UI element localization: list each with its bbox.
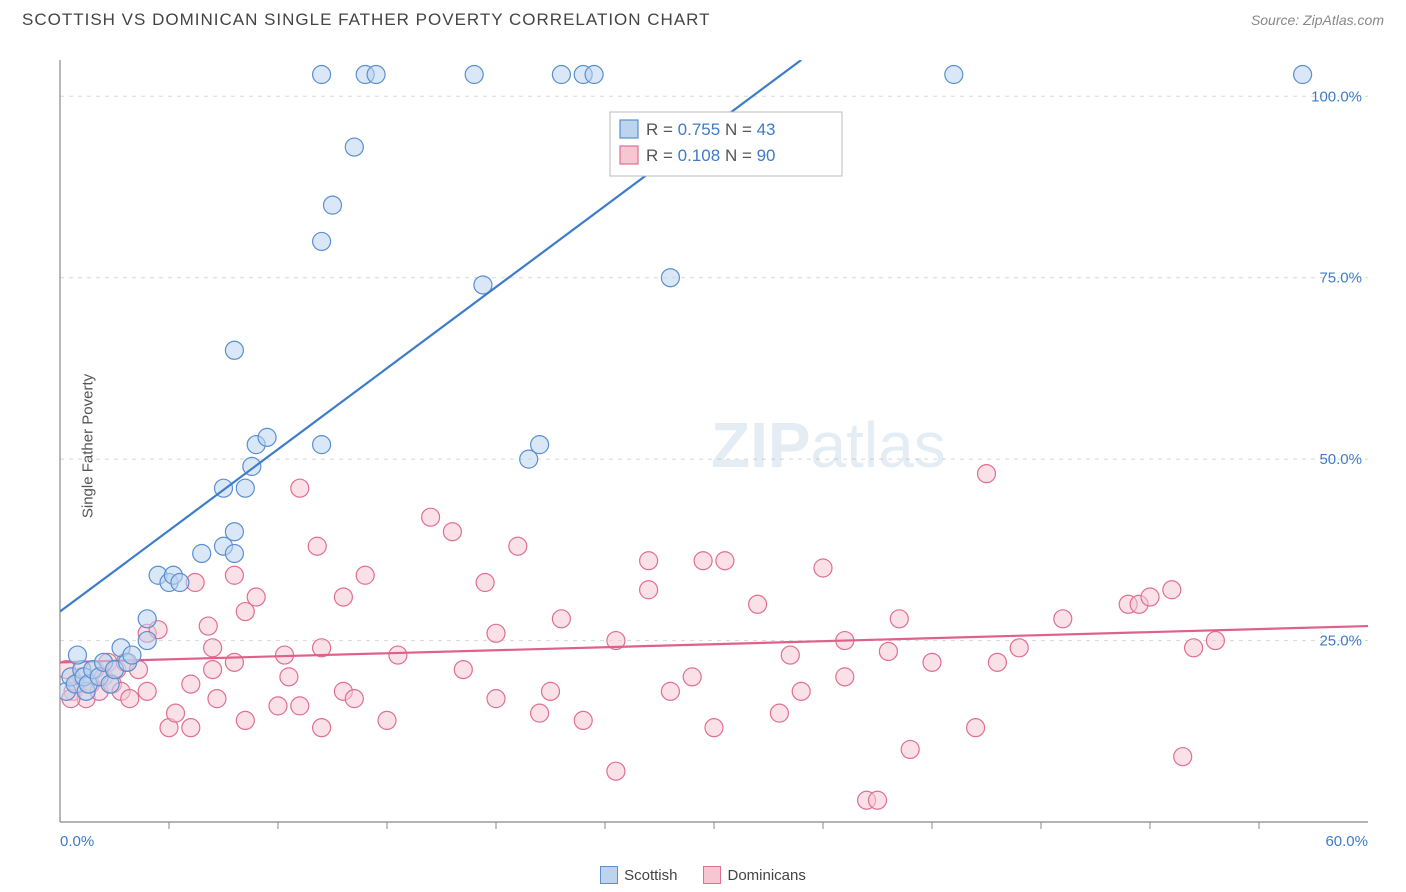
svg-text:100.0%: 100.0%	[1311, 88, 1362, 105]
svg-text:R = 0.108 N = 90: R = 0.108 N = 90	[646, 146, 776, 165]
svg-text:50.0%: 50.0%	[1319, 451, 1362, 468]
svg-text:ZIPatlas: ZIPatlas	[711, 409, 946, 481]
scatter-chart: 0.0% 60.0% 25.0% 50.0% 75.0% 100.0% ZIPatlas R …	[50, 50, 1392, 852]
source-text: Source: ZipAtlas.com	[1251, 12, 1384, 28]
legend-item: Dominicans	[703, 866, 805, 884]
legend-swatch	[703, 866, 721, 884]
svg-text:60.0%: 60.0%	[1325, 833, 1368, 850]
legend-label: Scottish	[624, 867, 677, 884]
legend-label: Dominicans	[727, 867, 805, 884]
source-prefix: Source:	[1251, 12, 1303, 28]
svg-text:0.0%: 0.0%	[60, 833, 94, 850]
svg-text:25.0%: 25.0%	[1319, 633, 1362, 650]
chart-area: 0.0% 60.0% 25.0% 50.0% 75.0% 100.0% ZIPatlas R …	[50, 50, 1392, 852]
chart-title: SCOTTISH VS DOMINICAN SINGLE FATHER POVE…	[22, 10, 711, 30]
svg-text:R = 0.755 N = 43: R = 0.755 N = 43	[646, 120, 776, 139]
svg-text:75.0%: 75.0%	[1319, 270, 1362, 287]
legend-item: Scottish	[600, 866, 677, 884]
source-name: ZipAtlas.com	[1303, 12, 1384, 28]
legend-swatch	[600, 866, 618, 884]
legend-bottom: Scottish Dominicans	[0, 866, 1406, 884]
